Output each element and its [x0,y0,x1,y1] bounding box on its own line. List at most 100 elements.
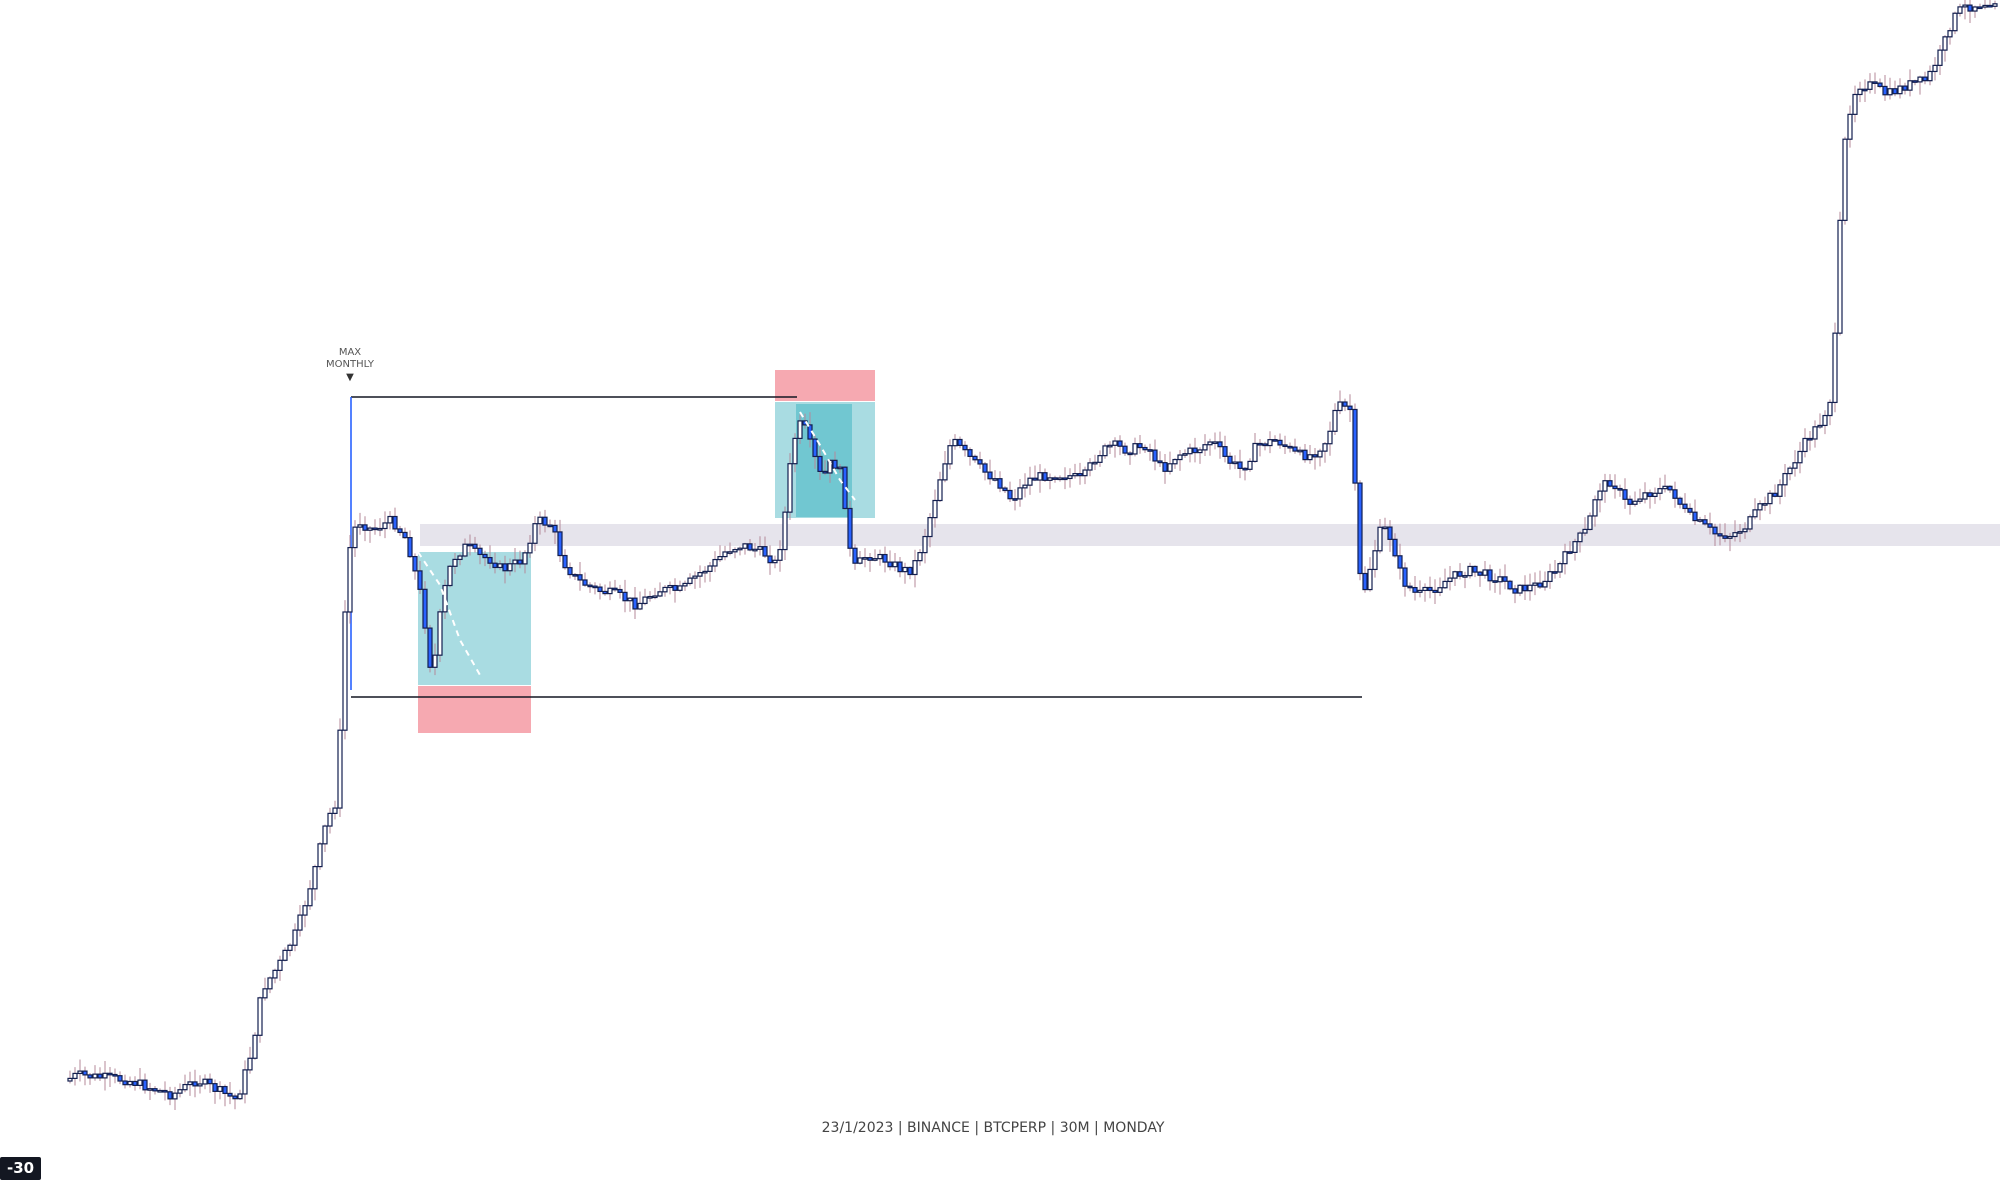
candle-body [777,548,783,561]
candle-body [927,517,933,538]
candle-body [477,547,483,556]
candle-body [1517,584,1523,594]
support-resistance-band [420,524,2000,546]
candle-body [707,565,713,572]
candle-body [1927,70,1933,82]
candle-body [397,528,403,534]
candle-body [1942,36,1948,51]
candle-body [727,551,733,554]
candle-body [757,546,763,550]
candle-body [1752,509,1758,518]
candle-body [687,577,693,585]
candle-body [252,1034,258,1059]
candle-body [1642,492,1648,500]
candle-body [997,478,1003,489]
candle-body [1922,76,1928,82]
candle-body [1382,526,1388,530]
candle-body [222,1085,228,1095]
candle-body [322,825,328,845]
candle-body [1617,487,1623,491]
candle-body [627,597,633,602]
candle-body [1607,480,1613,487]
candle-body [1592,499,1598,517]
candle-body [297,914,303,931]
candle-body [1657,488,1663,494]
candle-body [1742,528,1748,533]
candle-body [1722,535,1728,539]
candle-body [367,527,373,531]
candle-body [1227,455,1233,464]
axis-corner-label: -30 [0,1157,42,1180]
candle-body [1302,449,1308,461]
candle-body [1702,519,1708,525]
candle-body [487,556,493,564]
candle-body [1157,460,1163,464]
candle-body [1627,498,1633,505]
candle-body [742,543,748,549]
candle-body [1897,85,1903,95]
candle-body [1362,572,1368,591]
candle-body [492,562,498,569]
candle-body [1932,64,1938,73]
candle-body [767,555,773,564]
candle-body [1002,487,1008,492]
candle-body [467,543,473,547]
candle-body [1707,523,1713,528]
candle-body [1342,401,1348,407]
candle-body [1067,475,1073,480]
candle-body [1307,454,1313,461]
candle-body [1727,535,1733,539]
candle-body [112,1073,118,1077]
candle-body [532,523,538,544]
candle-body [292,929,298,946]
candle-body [562,554,568,569]
candle-body [117,1075,123,1082]
candle-body [1797,450,1803,464]
candle-body [332,807,338,814]
candle-body [362,524,368,531]
candle-body [1877,82,1883,88]
candle-body [1437,587,1443,593]
candle-body [1232,461,1238,465]
candle-body [1092,461,1098,465]
candle-body [1827,401,1833,417]
candle-body [1992,3,1998,7]
candle-body [1672,489,1678,499]
candle-body [1482,569,1488,576]
candle-body [407,537,413,558]
stop-loss-box-2 [775,370,875,401]
candle-body [1492,580,1498,583]
candle-body [1847,113,1853,140]
candle-body [1887,88,1893,96]
candle-body [972,455,978,461]
candle-body [612,587,618,591]
candle-body [547,524,553,528]
candle-body [1197,449,1203,454]
candle-body [1957,6,1963,14]
candle-body [1832,332,1838,404]
candle-body [422,588,428,629]
candle-body [1802,437,1808,453]
candle-body [1037,472,1043,481]
candle-body [1637,498,1643,502]
candle-body [632,597,638,610]
candle-body [1472,565,1478,573]
candle-body [792,437,798,465]
candle-body [1527,584,1533,592]
candle-body [1402,567,1408,587]
candle-body [342,611,348,731]
candle-body [1147,449,1153,452]
candle-body [1597,490,1603,501]
candle-body [512,559,518,565]
candle-body [1392,538,1398,557]
candle-body [357,524,363,528]
candle-body [227,1092,233,1097]
candle-body [682,582,688,587]
candle-body [932,499,938,519]
candle-body [177,1089,183,1094]
candle-body [167,1091,173,1100]
candle-body [377,527,383,531]
candle-body [122,1080,128,1086]
marker-arrow-icon: ▼ [346,372,354,383]
